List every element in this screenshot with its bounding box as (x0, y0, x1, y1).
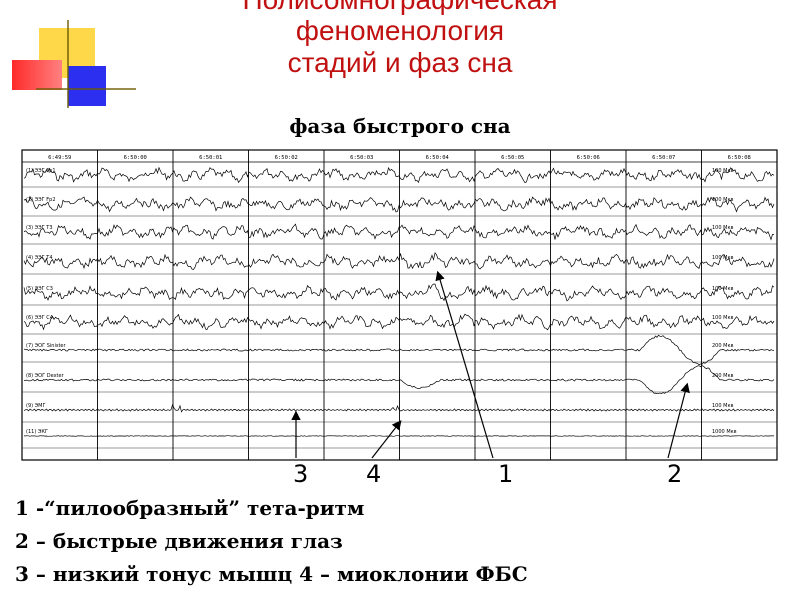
arrow-4 (371, 420, 402, 459)
channel-label: (3) ЭЭГ T3 (26, 225, 53, 231)
arrow-2 (667, 382, 690, 459)
eeg-trace (23, 252, 775, 270)
eeg-trace (23, 223, 775, 241)
legend-item-3: 3 – низкий тонус мышц 4 – миоклонии ФБС (15, 562, 528, 586)
legend-item-2: 2 – быстрые движения глаз (15, 529, 343, 553)
slide-title-line-2: феноменология (295, 15, 505, 46)
callout-4: 4 (366, 460, 382, 488)
timestamp-label: 6:50:07 (652, 155, 675, 161)
channel-label: (5) ЭЭГ C3 (26, 286, 53, 292)
scale-label: 100 Мкв (712, 403, 733, 409)
channel-label: (4) ЭЭГ T4 (26, 255, 53, 261)
arrow-1 (435, 270, 494, 459)
eeg-trace (23, 313, 775, 331)
decor-vertical-line (67, 20, 69, 108)
slide-title-line-1: Полисомнографическая (170, 0, 630, 15)
timestamp-label: 6:50:04 (426, 155, 450, 161)
timestamp-label: 6:50:01 (199, 155, 222, 161)
scale-label: 100 Мкв (712, 168, 733, 174)
timestamp-label: 6:49:59 (48, 155, 71, 161)
decor-red-square (12, 60, 62, 90)
eeg-trace (23, 403, 775, 413)
channel-label: (7) ЭОГ Sinister (26, 343, 67, 349)
timestamp-label: 6:50:03 (350, 155, 373, 161)
scale-label: 200 Мкв (712, 343, 733, 349)
scale-label: 100 Мкв (712, 197, 733, 203)
legend-item-1: 1 -“пилообразный” тета-ритм (15, 496, 365, 520)
timestamp-label: 6:50:02 (275, 155, 298, 161)
slide-subtitle: фаза быстрого сна (289, 114, 511, 138)
scale-label: 100 Мкв (712, 225, 733, 231)
eeg-trace (23, 195, 775, 213)
channel-label: (6) ЭЭГ C4 (26, 315, 53, 321)
scale-label: 100 Мкв (712, 315, 733, 321)
decor-horizontal-line (36, 88, 136, 90)
scale-label: 100 Мкв (712, 255, 733, 261)
eeg-trace (23, 334, 775, 366)
timestamp-label: 6:50:00 (124, 155, 147, 161)
timestamp-label: 6:50:08 (728, 155, 751, 161)
channel-label: (9) ЭМГ (26, 403, 46, 409)
channel-label: (11) ЭКГ (26, 429, 48, 435)
eeg-trace (23, 365, 775, 394)
eeg-trace (23, 283, 775, 302)
channel-label: (2) ЭЭГ Fp2 (26, 197, 56, 203)
timestamp-label: 6:50:06 (577, 155, 600, 161)
scale-label: 200 Мкв (712, 373, 733, 379)
callout-3: 3 (293, 460, 309, 488)
channel-label: (8) ЭОГ Dexter (26, 373, 65, 379)
callout-1: 1 (498, 460, 514, 488)
scale-label: 1000 Мкв (712, 429, 737, 435)
channel-label: (1) ЭЭГ Fp1 (26, 168, 56, 174)
scale-label: 100 Мкв (712, 286, 733, 292)
callout-2: 2 (667, 460, 683, 488)
eeg-trace (23, 166, 775, 184)
eeg-trace (24, 435, 774, 437)
timestamp-label: 6:50:05 (501, 155, 524, 161)
decor-blue-square (68, 66, 106, 106)
slide-title-line-3: стадий и фаз сна (287, 47, 513, 78)
